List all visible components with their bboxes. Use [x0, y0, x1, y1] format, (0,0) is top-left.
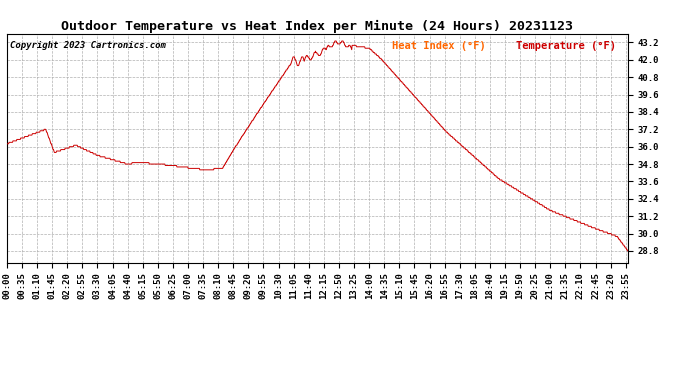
Text: Copyright 2023 Cartronics.com: Copyright 2023 Cartronics.com [10, 40, 166, 50]
Title: Outdoor Temperature vs Heat Index per Minute (24 Hours) 20231123: Outdoor Temperature vs Heat Index per Mi… [61, 20, 573, 33]
Text: Temperature (°F): Temperature (°F) [516, 40, 616, 51]
Text: Heat Index (°F): Heat Index (°F) [392, 40, 486, 51]
